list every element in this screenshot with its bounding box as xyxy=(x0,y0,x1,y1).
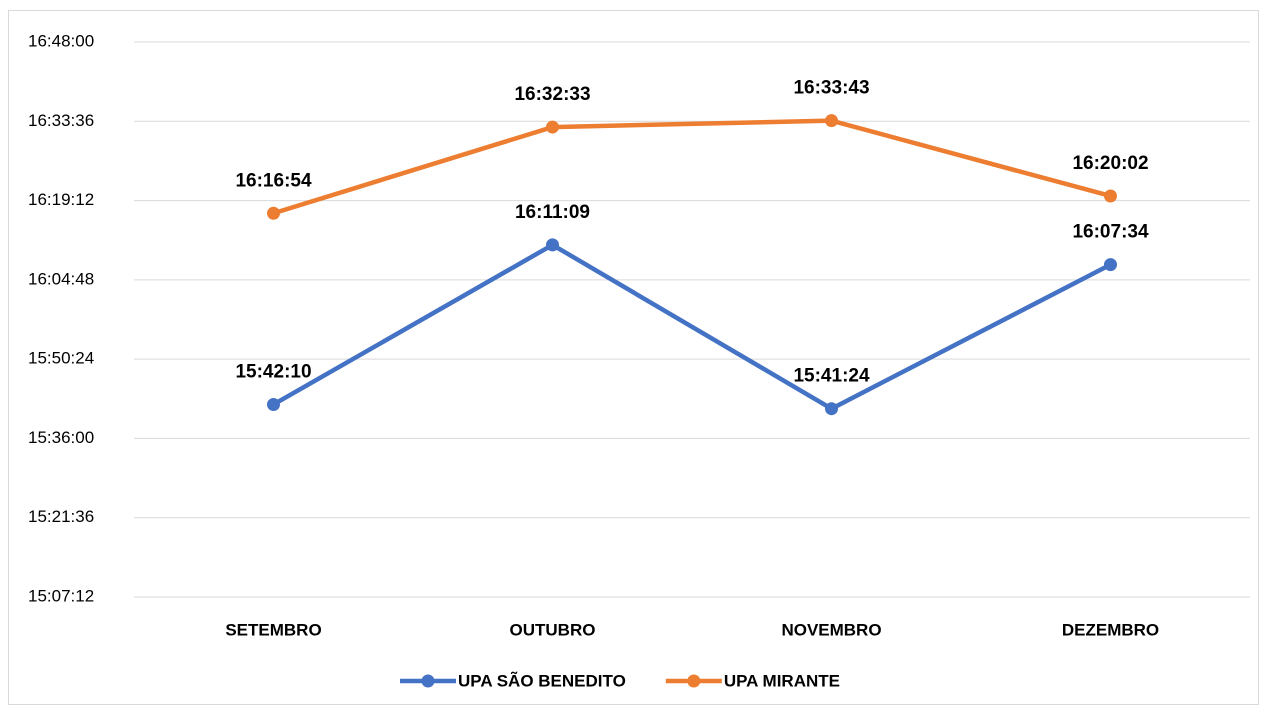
y-tick-label: 15:21:36 xyxy=(28,507,94,526)
y-tick-label: 15:50:24 xyxy=(28,349,94,368)
legend-marker xyxy=(421,674,435,688)
y-tick-label: 15:36:00 xyxy=(28,428,94,447)
legend-label: UPA SÃO BENEDITO xyxy=(458,670,626,690)
x-tick-label: DEZEMBRO xyxy=(1062,620,1159,639)
x-tick-label: OUTUBRO xyxy=(510,620,596,639)
legend-marker xyxy=(687,674,701,688)
series-line xyxy=(272,242,1112,411)
y-tick-label: 15:07:12 xyxy=(28,586,94,605)
data-label: 16:07:34 xyxy=(1072,222,1148,243)
x-tick-label: NOVEMBRO xyxy=(781,620,881,639)
point xyxy=(267,206,280,220)
point xyxy=(546,120,559,134)
point xyxy=(825,402,838,416)
y-tick-label: 16:04:48 xyxy=(28,269,94,288)
legend-label: UPA MIRANTE xyxy=(724,671,840,690)
data-label: 15:42:10 xyxy=(235,361,311,382)
point xyxy=(546,238,559,252)
y-tick-label: 16:19:12 xyxy=(28,190,94,209)
y-tick-label: 16:33:36 xyxy=(28,111,94,130)
data-label: 16:11:09 xyxy=(515,202,590,223)
series-line xyxy=(272,118,1112,216)
y-tick-label: 16:48:00 xyxy=(28,31,94,50)
data-label: 15:41:24 xyxy=(793,366,869,387)
point xyxy=(267,397,280,411)
point xyxy=(825,114,838,128)
data-label: 16:20:02 xyxy=(1072,153,1148,174)
chart-border xyxy=(8,10,1259,705)
data-label: 16:32:33 xyxy=(514,84,590,105)
data-label: 16:33:43 xyxy=(793,78,869,99)
point xyxy=(1104,258,1117,272)
x-tick-label: SETEMBRO xyxy=(225,620,321,639)
data-label: 16:16:54 xyxy=(235,170,311,191)
point xyxy=(1104,189,1117,203)
